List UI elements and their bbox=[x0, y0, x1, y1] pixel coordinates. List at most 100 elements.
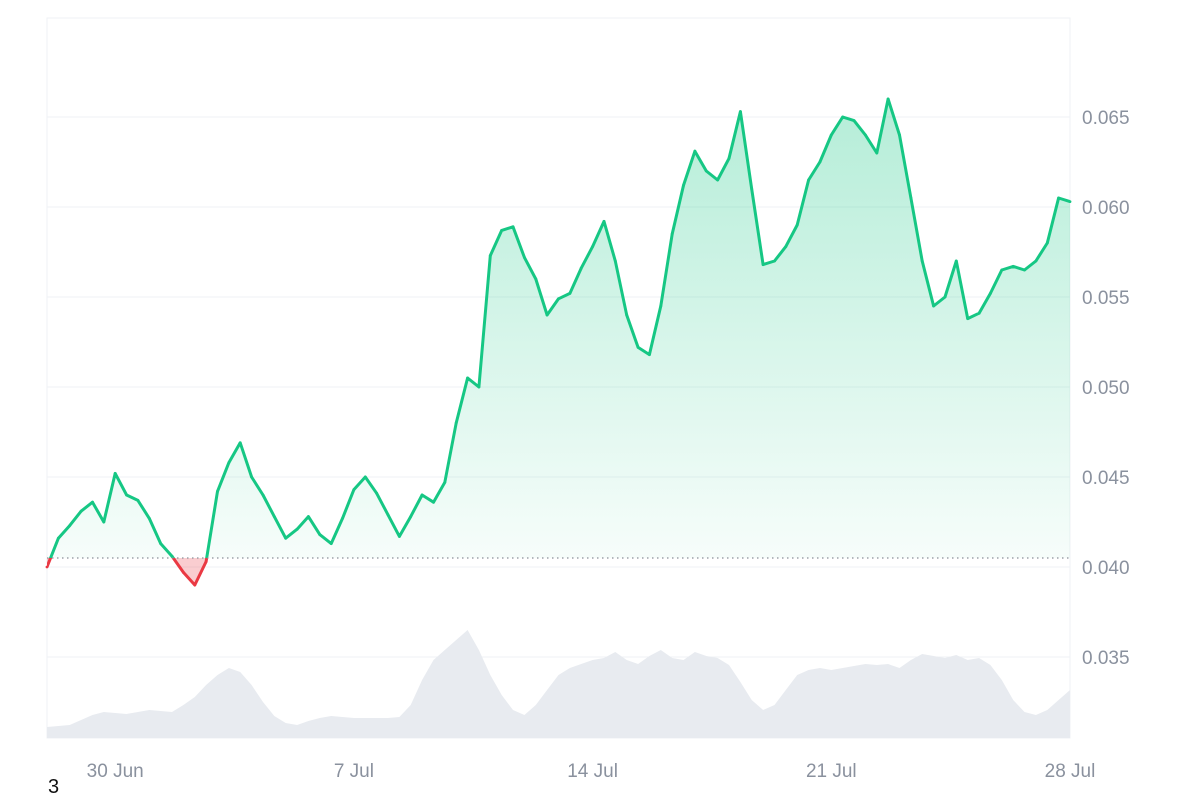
data-point bbox=[45, 565, 49, 569]
data-point bbox=[443, 481, 447, 484]
volume-area-group bbox=[47, 630, 1070, 738]
data-point bbox=[591, 245, 594, 249]
x-tick-label: 30 Jun bbox=[87, 761, 144, 782]
data-point bbox=[57, 536, 60, 540]
data-point bbox=[727, 157, 731, 160]
data-point bbox=[250, 475, 254, 479]
data-point bbox=[386, 513, 390, 517]
data-point bbox=[420, 493, 424, 497]
data-point bbox=[182, 571, 185, 574]
footer-label: 3 bbox=[48, 776, 60, 798]
data-point bbox=[204, 560, 208, 563]
data-point bbox=[272, 515, 276, 518]
data-point bbox=[875, 151, 879, 155]
data-point bbox=[125, 493, 128, 497]
data-point bbox=[1034, 259, 1038, 263]
data-point bbox=[784, 245, 788, 249]
data-point bbox=[170, 554, 174, 558]
data-point bbox=[773, 259, 776, 263]
data-point bbox=[341, 517, 344, 520]
data-point bbox=[670, 232, 674, 236]
data-point bbox=[409, 515, 413, 518]
data-point bbox=[545, 313, 549, 317]
data-point bbox=[648, 353, 651, 356]
data-point bbox=[91, 500, 94, 504]
data-point bbox=[989, 292, 992, 295]
data-point bbox=[102, 520, 106, 524]
data-point bbox=[1023, 268, 1026, 272]
data-point bbox=[864, 133, 867, 137]
data-point bbox=[659, 304, 663, 308]
data-point bbox=[704, 169, 708, 173]
data-point bbox=[966, 317, 970, 320]
data-point bbox=[523, 256, 526, 259]
data-point bbox=[1068, 200, 1072, 204]
data-point bbox=[1000, 268, 1004, 272]
y-axis-ticks: 0.035 0.040 0.045 0.050 0.055 0.060 0.065 bbox=[1082, 108, 1130, 669]
data-point bbox=[363, 475, 367, 479]
data-point bbox=[818, 160, 822, 164]
y-tick-label: 0.065 bbox=[1082, 108, 1130, 129]
data-point bbox=[602, 220, 606, 223]
data-point bbox=[909, 196, 913, 200]
data-point bbox=[284, 536, 288, 540]
data-point bbox=[238, 441, 242, 445]
data-point bbox=[375, 491, 378, 495]
volume-area bbox=[47, 630, 1070, 738]
data-point bbox=[511, 225, 515, 229]
data-point bbox=[977, 311, 981, 315]
data-point bbox=[739, 110, 742, 113]
data-point bbox=[352, 488, 356, 491]
y-tick-label: 0.035 bbox=[1082, 648, 1130, 669]
data-point bbox=[579, 266, 583, 270]
data-point bbox=[761, 263, 765, 266]
data-point bbox=[193, 583, 197, 587]
data-point bbox=[1011, 265, 1015, 268]
data-point bbox=[636, 346, 640, 349]
y-tick-label: 0.045 bbox=[1082, 468, 1130, 489]
y-tick-label: 0.060 bbox=[1082, 198, 1130, 219]
data-point bbox=[841, 115, 845, 119]
data-point bbox=[307, 515, 310, 518]
data-point bbox=[625, 313, 629, 317]
data-point bbox=[318, 533, 322, 536]
data-point bbox=[807, 178, 810, 182]
data-point bbox=[682, 184, 685, 187]
y-tick-label: 0.040 bbox=[1082, 558, 1130, 579]
data-point bbox=[398, 535, 401, 538]
data-point bbox=[954, 259, 958, 263]
data-point bbox=[795, 223, 799, 227]
data-point bbox=[898, 133, 901, 137]
data-point bbox=[943, 295, 947, 299]
data-point bbox=[534, 277, 538, 281]
x-tick-label: 28 Jul bbox=[1045, 761, 1096, 782]
data-point bbox=[920, 259, 924, 263]
data-point bbox=[159, 542, 163, 545]
x-tick-label: 21 Jul bbox=[806, 761, 857, 782]
data-point bbox=[79, 509, 83, 513]
price-area-group bbox=[47, 99, 1070, 585]
data-point bbox=[466, 376, 469, 380]
x-tick-label: 7 Jul bbox=[334, 761, 374, 782]
data-point bbox=[886, 97, 890, 101]
data-point bbox=[568, 292, 572, 295]
data-point bbox=[557, 297, 560, 301]
data-point bbox=[852, 119, 856, 122]
data-point bbox=[932, 304, 935, 308]
price-area-above bbox=[47, 99, 1070, 558]
x-tick-label: 14 Jul bbox=[567, 761, 618, 782]
data-point bbox=[613, 259, 617, 263]
data-point bbox=[454, 421, 458, 425]
data-point bbox=[329, 542, 333, 545]
data-point bbox=[261, 493, 265, 497]
data-point bbox=[113, 472, 117, 475]
data-point bbox=[693, 149, 697, 153]
data-point bbox=[829, 133, 833, 137]
data-point bbox=[1045, 241, 1049, 245]
data-point bbox=[216, 490, 219, 493]
data-point bbox=[227, 461, 231, 464]
y-tick-label: 0.050 bbox=[1082, 378, 1130, 399]
data-point bbox=[500, 229, 504, 232]
data-point bbox=[716, 178, 719, 182]
